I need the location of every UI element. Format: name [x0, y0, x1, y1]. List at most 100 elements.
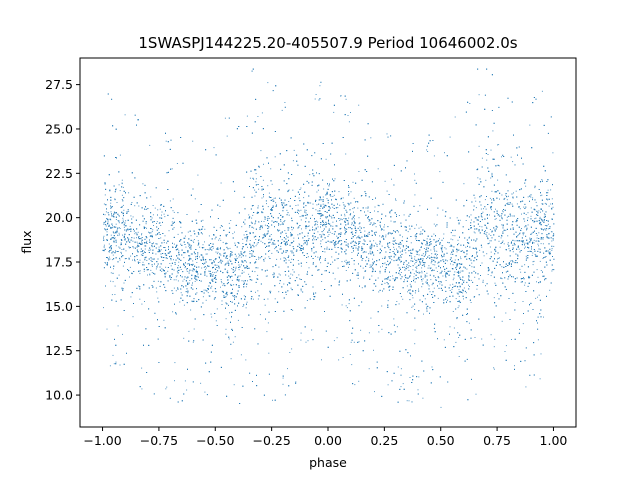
scatter-point: [324, 258, 326, 260]
scatter-point: [456, 251, 458, 253]
scatter-point: [441, 249, 443, 251]
scatter-point: [129, 266, 131, 268]
scatter-point: [367, 207, 369, 209]
scatter-point: [389, 232, 391, 234]
scatter-point: [146, 208, 148, 210]
scatter-point: [141, 234, 142, 236]
scatter-point: [414, 179, 416, 181]
scatter-point: [216, 253, 218, 255]
scatter-point: [174, 362, 176, 364]
scatter-point: [261, 197, 263, 199]
scatter-point: [152, 214, 154, 216]
scatter-point: [545, 229, 547, 231]
scatter-point: [551, 198, 553, 200]
scatter-point: [156, 291, 158, 293]
scatter-point: [393, 248, 395, 250]
scatter-point: [291, 258, 293, 260]
scatter-point: [243, 295, 245, 297]
scatter-point: [157, 209, 159, 211]
scatter-point: [539, 248, 541, 250]
scatter-point: [211, 246, 212, 248]
scatter-point: [501, 224, 503, 226]
scatter-point: [356, 230, 358, 232]
scatter-point: [171, 221, 173, 223]
scatter-point: [258, 221, 260, 223]
scatter-point: [203, 267, 205, 268]
scatter-point: [538, 232, 540, 234]
scatter-point: [457, 301, 459, 302]
scatter-point: [316, 204, 318, 206]
scatter-point: [234, 231, 235, 233]
scatter-point: [352, 181, 354, 183]
scatter-point: [528, 275, 530, 277]
scatter-point: [535, 297, 537, 299]
scatter-point: [431, 253, 433, 255]
scatter-point: [433, 246, 435, 248]
scatter-point: [390, 233, 392, 235]
scatter-point: [199, 256, 200, 258]
scatter-point: [106, 328, 108, 330]
scatter-point: [551, 207, 553, 209]
scatter-point: [275, 202, 277, 204]
scatter-point: [407, 231, 409, 233]
scatter-point: [128, 247, 130, 249]
scatter-point: [264, 304, 266, 306]
scatter-point: [353, 341, 355, 343]
scatter-point: [285, 257, 286, 259]
scatter-point: [483, 255, 485, 257]
scatter-point: [279, 224, 281, 226]
scatter-point: [361, 287, 363, 289]
scatter-point: [172, 198, 174, 200]
scatter-point: [412, 269, 414, 271]
scatter-point: [484, 199, 486, 201]
scatter-point: [349, 354, 351, 355]
scatter-point: [412, 291, 414, 292]
scatter-point: [280, 245, 282, 247]
scatter-point: [460, 270, 462, 272]
scatter-point: [358, 217, 360, 219]
scatter-point: [114, 285, 116, 287]
scatter-point: [352, 208, 354, 210]
scatter-point: [494, 230, 496, 232]
scatter-point: [532, 264, 534, 266]
scatter-point: [462, 292, 464, 294]
scatter-point: [303, 243, 305, 245]
scatter-point: [232, 295, 234, 297]
scatter-point: [482, 279, 484, 281]
scatter-point: [379, 235, 381, 237]
scatter-point: [418, 277, 419, 279]
scatter-point: [551, 231, 553, 233]
scatter-point: [530, 250, 532, 252]
scatter-point: [307, 225, 309, 227]
scatter-point: [276, 258, 278, 260]
scatter-point: [474, 248, 476, 250]
scatter-point: [138, 285, 140, 287]
scatter-point: [118, 222, 120, 224]
scatter-point: [284, 230, 286, 232]
scatter-point: [398, 215, 400, 216]
scatter-point: [126, 229, 127, 231]
scatter-point: [388, 232, 390, 233]
scatter-point: [482, 211, 484, 213]
scatter-point: [449, 326, 451, 328]
scatter-point: [183, 257, 185, 259]
scatter-point: [465, 220, 467, 221]
scatter-point: [116, 229, 118, 231]
scatter-point: [499, 257, 500, 259]
scatter-point: [300, 332, 302, 334]
scatter-point: [425, 252, 426, 254]
scatter-point: [273, 197, 275, 199]
scatter-point: [115, 252, 116, 254]
scatter-point: [268, 238, 270, 240]
scatter-point: [106, 264, 108, 266]
scatter-point: [509, 260, 511, 262]
scatter-point: [345, 262, 347, 263]
scatter-point: [206, 249, 208, 250]
scatter-point: [279, 248, 281, 250]
scatter-point: [233, 284, 235, 286]
scatter-point: [247, 246, 248, 248]
scatter-point: [211, 278, 213, 280]
scatter-point: [241, 270, 243, 272]
scatter-point: [192, 260, 194, 262]
scatter-point: [138, 236, 140, 238]
